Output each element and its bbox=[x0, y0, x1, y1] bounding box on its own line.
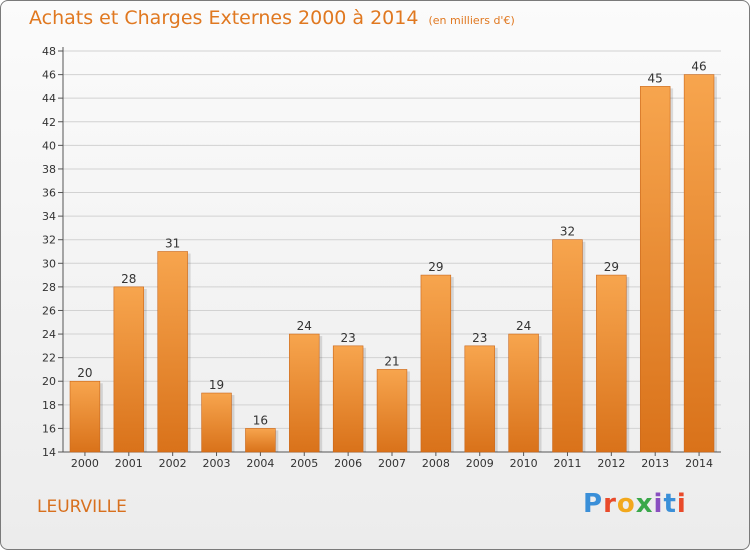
y-tick-label: 40 bbox=[42, 139, 56, 152]
axis-layer: 14 16 18 20 22 24 26 28 30 32 34 36 38 40 42 44 46 48 2000… bbox=[42, 45, 721, 470]
data-label-2007: 21 bbox=[384, 354, 399, 368]
bar-2013 bbox=[639, 86, 671, 453]
bar-2006 bbox=[332, 345, 364, 453]
bar-2000 bbox=[69, 380, 101, 453]
bar-layer: 20 28 31 19 16 24 23 21 29 23 24 32 29 45 46 bbox=[69, 60, 717, 453]
bar-2012 bbox=[596, 274, 627, 453]
y-tick-label: 24 bbox=[42, 328, 56, 341]
data-label-2013: 45 bbox=[648, 71, 663, 85]
y-tick-label: 14 bbox=[42, 446, 56, 459]
x-tick-label-2003: 2003 bbox=[203, 457, 231, 470]
y-tick-label: 44 bbox=[42, 92, 56, 105]
x-tick-label-2011: 2011 bbox=[553, 457, 581, 470]
data-label-2009: 23 bbox=[472, 331, 487, 345]
x-tick-label-2006: 2006 bbox=[334, 457, 362, 470]
bar-2010 bbox=[508, 333, 539, 453]
bar-2011 bbox=[552, 239, 583, 453]
y-tick-label: 30 bbox=[42, 257, 56, 270]
x-tick-label-2001: 2001 bbox=[115, 457, 143, 470]
y-tick-label: 42 bbox=[42, 116, 56, 129]
bar-2002 bbox=[157, 251, 188, 453]
chart-title-block: Achats et Charges Externes 2000 à 2014 (e… bbox=[29, 7, 515, 29]
data-label-2001: 28 bbox=[121, 272, 136, 286]
x-tick-label-2007: 2007 bbox=[378, 457, 406, 470]
data-label-2003: 19 bbox=[209, 378, 224, 392]
y-tick-label: 38 bbox=[42, 163, 56, 176]
bar-2014 bbox=[683, 74, 715, 453]
bar-2005 bbox=[289, 333, 320, 453]
y-tick-label: 20 bbox=[42, 375, 56, 388]
bar-2001 bbox=[113, 286, 145, 453]
y-tick-label: 36 bbox=[42, 187, 56, 200]
x-tick-label-2002: 2002 bbox=[159, 457, 187, 470]
data-label-2000: 20 bbox=[77, 366, 92, 380]
y-tick-label: 34 bbox=[42, 210, 56, 223]
data-label-2005: 24 bbox=[297, 319, 312, 333]
y-tick-label: 48 bbox=[42, 45, 56, 58]
x-tick-label-2008: 2008 bbox=[422, 457, 450, 470]
bar-2009 bbox=[464, 345, 495, 453]
y-tick-label: 46 bbox=[42, 69, 56, 82]
y-tick-label: 32 bbox=[42, 234, 56, 247]
y-tick-label: 28 bbox=[42, 281, 56, 294]
location-label: LEURVILLE bbox=[37, 497, 127, 517]
y-tick-label: 18 bbox=[42, 399, 56, 412]
x-tick-label-2004: 2004 bbox=[246, 457, 274, 470]
x-tick-label-2009: 2009 bbox=[466, 457, 494, 470]
data-label-2006: 23 bbox=[340, 331, 355, 345]
data-label-2008: 29 bbox=[428, 260, 443, 274]
data-label-2011: 32 bbox=[560, 225, 575, 239]
y-tick-label: 22 bbox=[42, 352, 56, 365]
bar-2008 bbox=[420, 274, 452, 453]
data-label-2004: 16 bbox=[253, 413, 268, 427]
proxiti-logo: Proxiti bbox=[583, 489, 687, 519]
chart-unit: (en milliers d'€) bbox=[428, 14, 515, 27]
bar-2003 bbox=[201, 392, 232, 453]
x-tick-label-2013: 2013 bbox=[641, 457, 669, 470]
data-label-2002: 31 bbox=[165, 237, 180, 251]
bar-2004 bbox=[245, 428, 276, 453]
data-label-2012: 29 bbox=[604, 260, 619, 274]
y-tick-label: 26 bbox=[42, 304, 56, 317]
x-tick-label-2012: 2012 bbox=[597, 457, 625, 470]
x-tick-label-2014: 2014 bbox=[685, 457, 713, 470]
data-label-2014: 46 bbox=[691, 60, 706, 74]
x-tick-label-2010: 2010 bbox=[510, 457, 538, 470]
bar-2007 bbox=[376, 369, 408, 453]
x-tick-label-2000: 2000 bbox=[71, 457, 99, 470]
x-tick-label-2005: 2005 bbox=[290, 457, 318, 470]
data-label-2010: 24 bbox=[516, 319, 531, 333]
chart-title: Achats et Charges Externes 2000 à 2014 bbox=[29, 7, 419, 29]
y-tick-label: 16 bbox=[42, 422, 56, 435]
